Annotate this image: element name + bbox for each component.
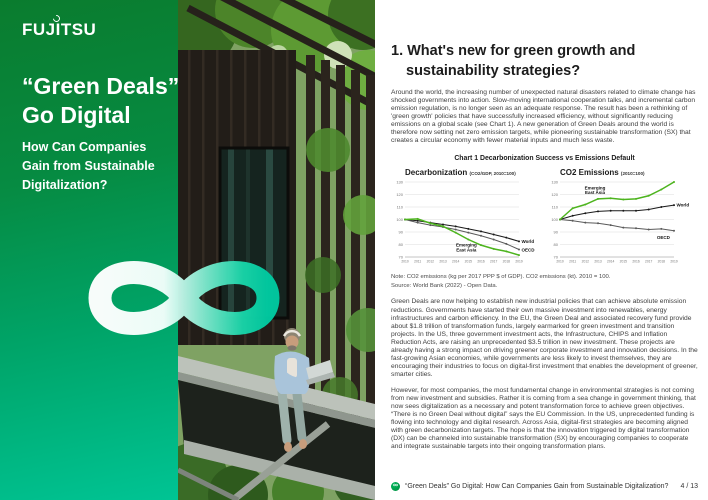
svg-text:110: 110 bbox=[397, 205, 404, 210]
svg-text:130: 130 bbox=[551, 180, 558, 185]
svg-text:2015: 2015 bbox=[620, 260, 628, 264]
svg-text:2017: 2017 bbox=[645, 260, 653, 264]
svg-text:Emerging: Emerging bbox=[585, 186, 606, 191]
svg-text:2010: 2010 bbox=[401, 260, 409, 264]
chart-block: Chart 1 Decarbonization Success vs Emiss… bbox=[391, 155, 698, 290]
svg-text:90: 90 bbox=[554, 230, 559, 235]
svg-text:OECD: OECD bbox=[657, 235, 671, 240]
charts-row: Decarbonization (CO2/GDP, 2010=100) 130 1… bbox=[391, 168, 698, 270]
svg-text:2012: 2012 bbox=[582, 260, 590, 264]
svg-text:80: 80 bbox=[399, 242, 404, 247]
chart-source-line: Source: World Bank (2022) - Open Data. bbox=[391, 282, 498, 289]
paragraph-2: Green Deals are now helping to establish… bbox=[391, 298, 698, 378]
svg-text:2013: 2013 bbox=[594, 260, 602, 264]
svg-text:100: 100 bbox=[551, 217, 558, 222]
svg-text:World: World bbox=[522, 239, 535, 244]
svg-text:2014: 2014 bbox=[452, 260, 460, 264]
svg-text:OECD: OECD bbox=[522, 248, 536, 253]
svg-text:2018: 2018 bbox=[658, 260, 666, 264]
infinity-symbol-icon bbox=[78, 250, 290, 346]
fujitsu-logo-text: FUJITSU bbox=[22, 20, 97, 39]
svg-text:2011: 2011 bbox=[569, 260, 576, 264]
paragraph-1: Around the world, the increasing number … bbox=[391, 89, 696, 145]
section-heading: 1. What's new for green growth and susta… bbox=[391, 42, 698, 81]
section-heading-line2: sustainability strategies? bbox=[406, 62, 581, 79]
cover-title: “Green Deals” Go Digital bbox=[22, 72, 179, 130]
svg-text:2015: 2015 bbox=[465, 260, 473, 264]
svg-text:2016: 2016 bbox=[632, 260, 640, 264]
chart-co2-emissions-title: CO2 Emissions (2010=100) bbox=[546, 168, 699, 177]
cover-title-line1: “Green Deals” bbox=[22, 73, 180, 99]
paragraph-3: However, for most companies, the most fu… bbox=[391, 386, 696, 450]
article-page: 1. What's new for green growth and susta… bbox=[375, 0, 708, 500]
svg-text:120: 120 bbox=[396, 192, 403, 197]
svg-text:2014: 2014 bbox=[607, 260, 615, 264]
chart-block-title: Chart 1 Decarbonization Success vs Emiss… bbox=[454, 155, 635, 163]
svg-text:2018: 2018 bbox=[503, 260, 511, 264]
page-footer: ∞ “Green Deals” Go Digital: How Can Comp… bbox=[391, 482, 698, 491]
svg-text:100: 100 bbox=[396, 217, 403, 222]
chart-title-text: CO2 Emissions bbox=[560, 168, 619, 178]
fujitsu-logo: FUJITSU bbox=[22, 13, 97, 40]
svg-text:70: 70 bbox=[399, 255, 404, 260]
chart-decarbonization-canvas: 130 120 110 100 90 80 70 2010 2011 2012 2013 2014 20… bbox=[391, 177, 544, 270]
cover-subtitle: How Can Companies Gain from Sustainable … bbox=[22, 140, 155, 192]
svg-text:70: 70 bbox=[554, 255, 559, 260]
svg-text:2010: 2010 bbox=[556, 260, 564, 264]
chart-decarbonization: Decarbonization (CO2/GDP, 2010=100) 130 1… bbox=[391, 168, 544, 270]
svg-text:80: 80 bbox=[554, 242, 559, 247]
section-heading-line1: 1. What's new for green growth and bbox=[391, 43, 636, 59]
chart-note: Note: CO2 emissions (kg per 2017 PPP $ o… bbox=[391, 273, 698, 290]
svg-text:2016: 2016 bbox=[477, 260, 485, 264]
svg-text:90: 90 bbox=[399, 230, 404, 235]
cover-panel: FUJITSU “Green Deals” Go Digital How Can… bbox=[0, 0, 375, 500]
cover-photo bbox=[148, 0, 375, 500]
footer-title-text: “Green Deals” Go Digital: How Can Compan… bbox=[405, 483, 669, 490]
chart-title-text: Decarbonization bbox=[405, 168, 468, 178]
svg-text:130: 130 bbox=[396, 180, 403, 185]
svg-text:2011: 2011 bbox=[414, 260, 421, 264]
chart-co2-emissions: CO2 Emissions (2010=100) 130 120 110 100 90 8… bbox=[546, 168, 699, 270]
svg-text:2017: 2017 bbox=[490, 260, 498, 264]
svg-text:World: World bbox=[677, 203, 690, 208]
cover-green-gradient bbox=[0, 0, 178, 500]
chart-decarbonization-title: Decarbonization (CO2/GDP, 2010=100) bbox=[391, 168, 544, 177]
chart-co2-emissions-canvas: 130 120 110 100 90 80 70 2010 2011 2012 2013 2014 20… bbox=[546, 177, 699, 270]
cover-photo-illustration bbox=[148, 0, 375, 500]
chart-note-line: Note: CO2 emissions (kg per 2017 PPP $ o… bbox=[391, 274, 611, 281]
svg-text:110: 110 bbox=[552, 205, 559, 210]
svg-text:2019: 2019 bbox=[670, 260, 678, 264]
cover-title-line2: Go Digital bbox=[22, 101, 131, 128]
chart-title-suffix: (2010=100) bbox=[620, 171, 645, 177]
svg-text:East Asia: East Asia bbox=[585, 191, 606, 196]
svg-text:East Asia: East Asia bbox=[456, 248, 477, 253]
footer-infinity-icon: ∞ bbox=[391, 482, 400, 491]
svg-text:120: 120 bbox=[551, 192, 558, 197]
svg-text:Emerging: Emerging bbox=[456, 243, 477, 248]
svg-text:2013: 2013 bbox=[439, 260, 447, 264]
chart-title-suffix: (CO2/GDP, 2010=100) bbox=[469, 171, 516, 177]
footer-page-number: 4 / 13 bbox=[680, 483, 698, 490]
svg-text:2012: 2012 bbox=[427, 260, 435, 264]
svg-text:2019: 2019 bbox=[515, 260, 523, 264]
person-with-laptop bbox=[274, 328, 335, 452]
